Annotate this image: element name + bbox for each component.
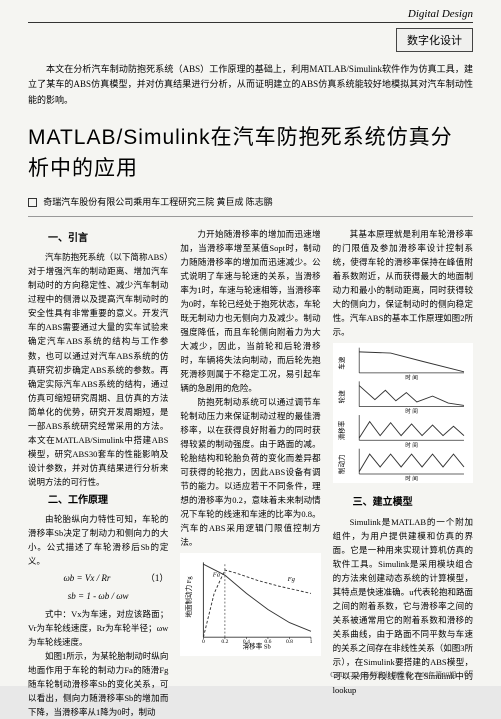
body-columns: 一、引言 汽车防抱死系统（以下简称ABS）对于增强汽车的制动距离、增加汽车制动时… bbox=[28, 227, 473, 719]
svg-text:时 间: 时 间 bbox=[405, 475, 418, 483]
svg-text:地面制动力 Fg: 地面制动力 Fg bbox=[185, 576, 194, 618]
svg-text:0.8: 0.8 bbox=[286, 639, 293, 645]
col1-p2: 由轮胎纵向力特性可知，车轮的滑移率Sb决定了制动力和侧向力的大小。公式描述了车轮… bbox=[28, 512, 168, 568]
svg-text:0: 0 bbox=[202, 639, 205, 645]
svg-text:0.2: 0.2 bbox=[222, 639, 229, 645]
svg-text:时 间: 时 间 bbox=[405, 374, 418, 382]
col2-p2: 防抱死制动系统可以通过调节车轮制动压力来保证制动过程的最佳滑移率，以在获得良好附… bbox=[180, 395, 320, 549]
col1-p1: 汽车防抱死系统（以下简称ABS）对于增强汽车的制动距离、增加汽车制动时的方向稳定… bbox=[28, 250, 168, 488]
section-intro-heading: 一、引言 bbox=[28, 231, 168, 248]
figure-1-chart: 地面制动力 Fg 滑移率 Sb Fa Fg 00.20.40.60.81 bbox=[180, 553, 320, 656]
page: Digital Design 数字化设计 本文在分析汽车制动防抱死系统（ABS）… bbox=[0, 0, 501, 686]
column-3: 其基本原理就是利用车轮滑移率的门限值及参加滑移率设计控制系统，使得车轮的滑移率保… bbox=[333, 227, 473, 719]
article-title: MATLAB/Simulink在汽车防抱死系统仿真分析中的应用 bbox=[28, 122, 473, 185]
svg-text:0.6: 0.6 bbox=[265, 639, 272, 645]
col2-p1: 力开始随滑移率的增加而迅速增加，当滑移率增至某值Sopt时，制动力随随滑移率的增… bbox=[180, 227, 320, 395]
page-number: 67 bbox=[464, 669, 473, 679]
col1-p3: 式中：Vx为车速，对应该路面；Vr为车轮线速度，Rr为车轮半径；ωw为车轮线速度… bbox=[28, 607, 168, 649]
svg-text:1: 1 bbox=[310, 639, 313, 645]
col3-p1: 其基本原理就是利用车轮滑移率的门限值及参加滑移率设计控制系统，使得车轮的滑移率保… bbox=[333, 227, 473, 339]
svg-text:Fg: Fg bbox=[287, 576, 296, 583]
svg-text:时 间: 时 间 bbox=[405, 407, 418, 415]
category-label: 数字化设计 bbox=[396, 28, 473, 52]
svg-text:制动力: 制动力 bbox=[337, 454, 346, 474]
author-box-icon bbox=[28, 198, 37, 207]
svg-text:滑移率: 滑移率 bbox=[337, 420, 346, 440]
section-principle-heading: 二、工作原理 bbox=[28, 493, 168, 510]
formula-2: sb = 1 - ωb / ωw bbox=[28, 589, 168, 604]
author-line: 奇瑞汽车股份有限公司乘用车工程研究三院 黄巨成 陈志鹏 bbox=[28, 195, 473, 208]
svg-text:0.4: 0.4 bbox=[243, 639, 250, 645]
footer-text: CAD/CAM与制造业信息化·2008年第10期 bbox=[330, 671, 456, 679]
header-section-en: Digital Design bbox=[28, 8, 473, 23]
abstract-text: 本文在分析汽车制动防抱死系统（ABS）工作原理的基础上，利用MATLAB/Sim… bbox=[28, 62, 473, 108]
figure-2-chart: 车速时 间轮速时 间滑移率时 间制动力时 间 bbox=[333, 343, 473, 483]
col1-p4: 如图1所示，为某轮胎制动时纵向地面作用于车轮的制动力Fa的随滑Fg随车轮制动滑移… bbox=[28, 649, 168, 719]
page-footer: CAD/CAM与制造业信息化·2008年第10期 67 bbox=[330, 669, 473, 680]
svg-text:Fa: Fa bbox=[212, 572, 221, 579]
svg-text:轮速: 轮速 bbox=[337, 390, 346, 404]
formula-1: ωb = Vx / Rr （1） bbox=[28, 571, 168, 586]
svg-text:时 间: 时 间 bbox=[405, 441, 418, 449]
section-model-heading: 三、建立模型 bbox=[333, 495, 473, 512]
column-2: 力开始随滑移率的增加而迅速增加，当滑移率增至某值Sopt时，制动力随随滑移率的增… bbox=[180, 227, 320, 719]
column-1: 一、引言 汽车防抱死系统（以下简称ABS）对于增强汽车的制动距离、增加汽车制动时… bbox=[28, 227, 168, 719]
author-text: 奇瑞汽车股份有限公司乘用车工程研究三院 黄巨成 陈志鹏 bbox=[43, 197, 273, 207]
divider-line bbox=[28, 216, 473, 217]
formula-number: （1） bbox=[146, 571, 169, 586]
svg-text:车速: 车速 bbox=[337, 356, 346, 370]
